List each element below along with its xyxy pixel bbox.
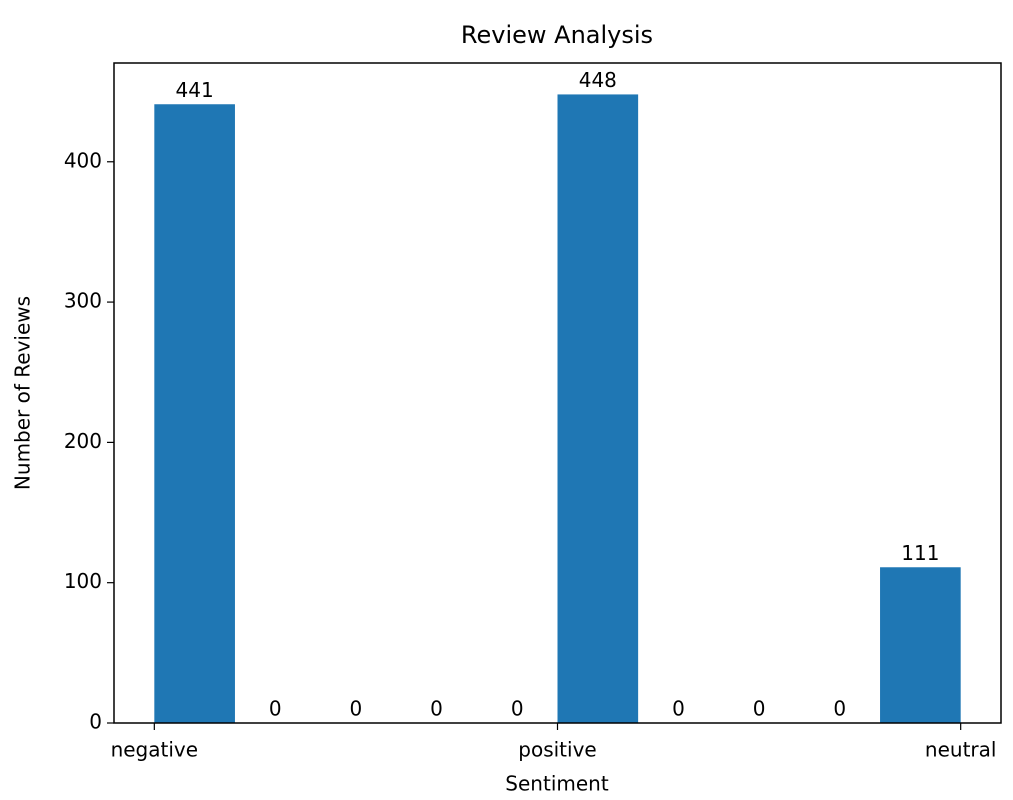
data-label: 0 [269, 697, 282, 721]
y-axis-label: Number of Reviews [11, 296, 35, 490]
data-label: 0 [672, 697, 685, 721]
data-label: 0 [753, 697, 766, 721]
y-tick-label: 400 [64, 148, 102, 172]
y-tick-label: 300 [64, 289, 102, 313]
data-label: 448 [579, 68, 617, 92]
bar [880, 567, 961, 723]
data-label: 0 [833, 697, 846, 721]
x-axis-label: Sentiment [505, 772, 609, 796]
x-tick-label: negative [111, 738, 198, 762]
data-label: 441 [176, 78, 214, 102]
y-tick-label: 100 [64, 569, 102, 593]
data-label: 0 [350, 697, 363, 721]
data-label: 111 [901, 541, 939, 565]
x-tick-label: positive [518, 738, 596, 762]
bar [154, 104, 235, 723]
plot-frame [113, 62, 1002, 724]
bar [557, 94, 639, 723]
y-tick-label: 0 [89, 710, 102, 734]
x-tick-label: neutral [925, 738, 997, 762]
data-label: 0 [511, 697, 524, 721]
y-tick-label: 200 [64, 429, 102, 453]
chart-title: Review Analysis [461, 21, 653, 49]
data-label: 0 [430, 697, 443, 721]
